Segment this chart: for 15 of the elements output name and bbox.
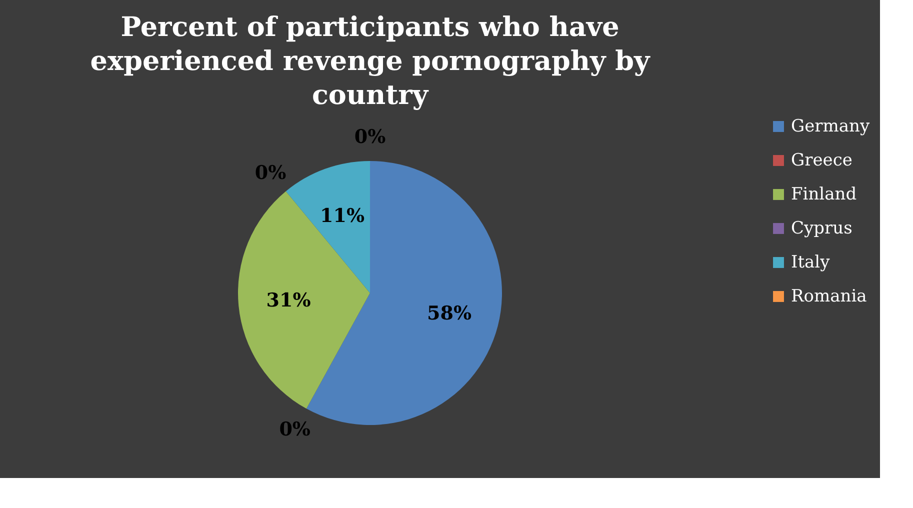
legend-label: Germany: [791, 116, 870, 136]
legend-label: Cyprus: [791, 218, 852, 238]
chart-title: Percent of participants who have experienced revenge pornography by country: [90, 12, 651, 111]
text: 0%: [354, 126, 386, 148]
legend-label: Finland: [791, 184, 857, 204]
text: 0%: [254, 162, 286, 184]
legend-label: Greece: [791, 150, 852, 170]
pie-slice: [286, 161, 370, 293]
data-label: 11%: [320, 205, 365, 227]
legend-label: Romania: [791, 286, 867, 306]
pie-slice: [238, 191, 370, 409]
data-label: 58%: [427, 302, 472, 324]
data-label: 31%: [266, 290, 311, 312]
text: 0%: [279, 418, 310, 441]
legend-label: Italy: [791, 252, 830, 272]
